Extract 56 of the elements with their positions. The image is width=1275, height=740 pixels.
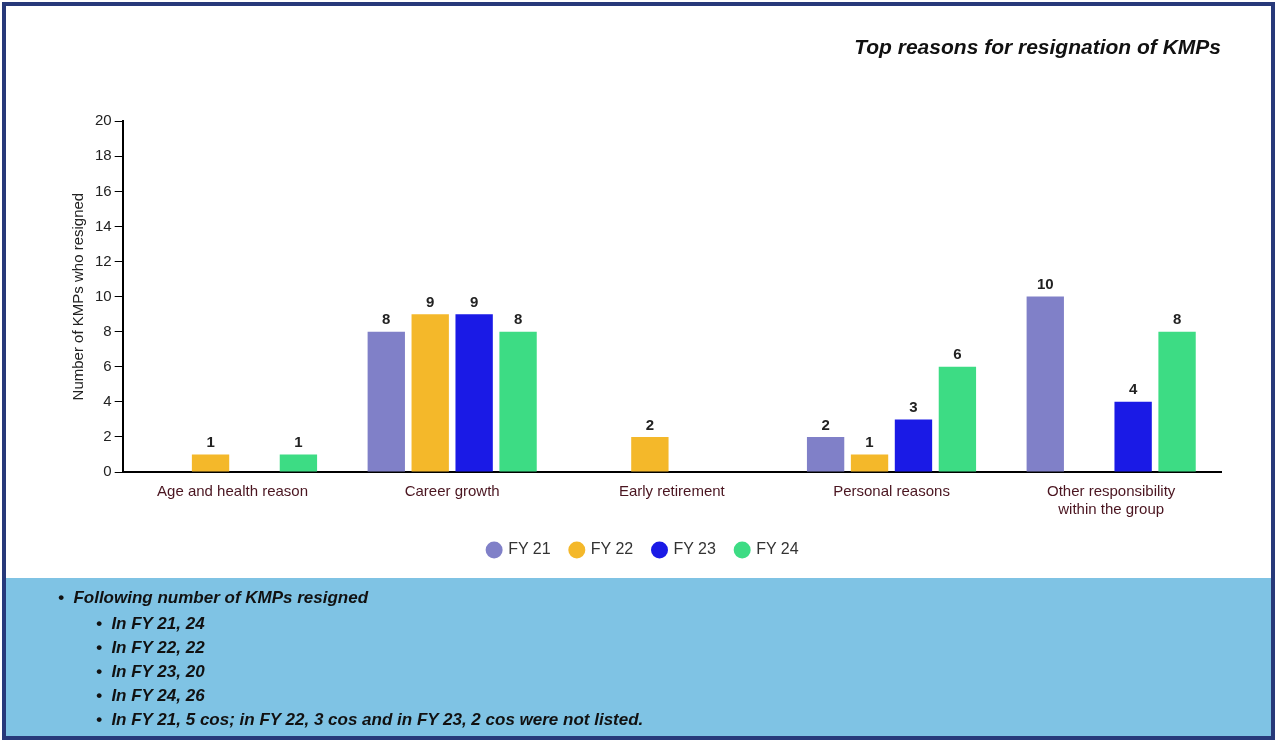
legend-label: FY 24 xyxy=(756,540,799,558)
y-tick-label: 4 xyxy=(103,391,112,409)
chart-title: Top reasons for resignation of KMPs xyxy=(854,35,1221,59)
data-label: 4 xyxy=(1128,380,1138,398)
bar xyxy=(850,454,889,472)
text: • In FY 21, 5 cos; in FY 22, 3 cos and in FY 23, 2 cos were not listed. xyxy=(96,709,645,731)
bar xyxy=(1114,401,1152,472)
bar xyxy=(191,454,230,472)
bar xyxy=(499,331,537,472)
y-tick-label: 14 xyxy=(95,216,112,234)
data-label: 9 xyxy=(469,292,479,310)
legend-label: FY 23 xyxy=(673,540,716,558)
x-tick-label: Other responsibility within the group xyxy=(1046,482,1176,518)
data-label: 3 xyxy=(909,398,918,416)
y-tick-label: 0 xyxy=(103,462,112,480)
bar xyxy=(411,314,449,472)
data-label: 1 xyxy=(865,433,874,451)
legend-label: FY 21 xyxy=(508,540,551,558)
bar xyxy=(894,419,933,472)
y-tick-label: 18 xyxy=(95,146,112,164)
text: • In FY 24, 26 xyxy=(96,685,206,707)
y-axis-title: Number of KMPs who resigned xyxy=(69,192,87,401)
x-tick-label: Career growth xyxy=(404,482,500,500)
bar xyxy=(279,454,318,472)
bar xyxy=(1026,296,1064,472)
bar xyxy=(1158,331,1196,472)
y-tick-label: 2 xyxy=(103,427,112,445)
legend-label: FY 22 xyxy=(590,540,634,558)
y-tick-label: 8 xyxy=(103,321,112,339)
text: • Following number of KMPs resigned xyxy=(58,588,369,607)
y-tick-label: 6 xyxy=(103,356,112,374)
data-label: 8 xyxy=(513,310,523,328)
data-label: 8 xyxy=(1172,310,1182,328)
text: • In FY 21, 24 xyxy=(96,613,206,635)
x-tick-label: Personal reasons xyxy=(833,482,950,500)
data-label: 6 xyxy=(953,345,962,363)
bar xyxy=(455,314,493,472)
data-label: 10 xyxy=(1036,275,1054,293)
y-tick-label: 12 xyxy=(95,251,112,269)
bar xyxy=(938,366,977,472)
text: • In FY 23, 20 xyxy=(96,661,206,683)
x-tick-label: Age and health reason xyxy=(157,482,308,500)
data-label: 2 xyxy=(645,415,655,433)
data-label: 8 xyxy=(382,310,391,328)
data-label: 9 xyxy=(426,292,435,310)
y-tick-label: 16 xyxy=(95,181,112,199)
bar xyxy=(806,436,845,472)
bar xyxy=(631,436,669,472)
data-label: 1 xyxy=(206,433,215,451)
data-label: 2 xyxy=(821,415,830,433)
text: • In FY 22, 22 xyxy=(96,637,206,659)
y-tick-label: 20 xyxy=(95,111,112,129)
y-tick-label: 10 xyxy=(95,286,112,304)
bar xyxy=(367,331,405,472)
data-label: 1 xyxy=(294,433,303,451)
x-tick-label: Early retirement xyxy=(618,482,726,500)
